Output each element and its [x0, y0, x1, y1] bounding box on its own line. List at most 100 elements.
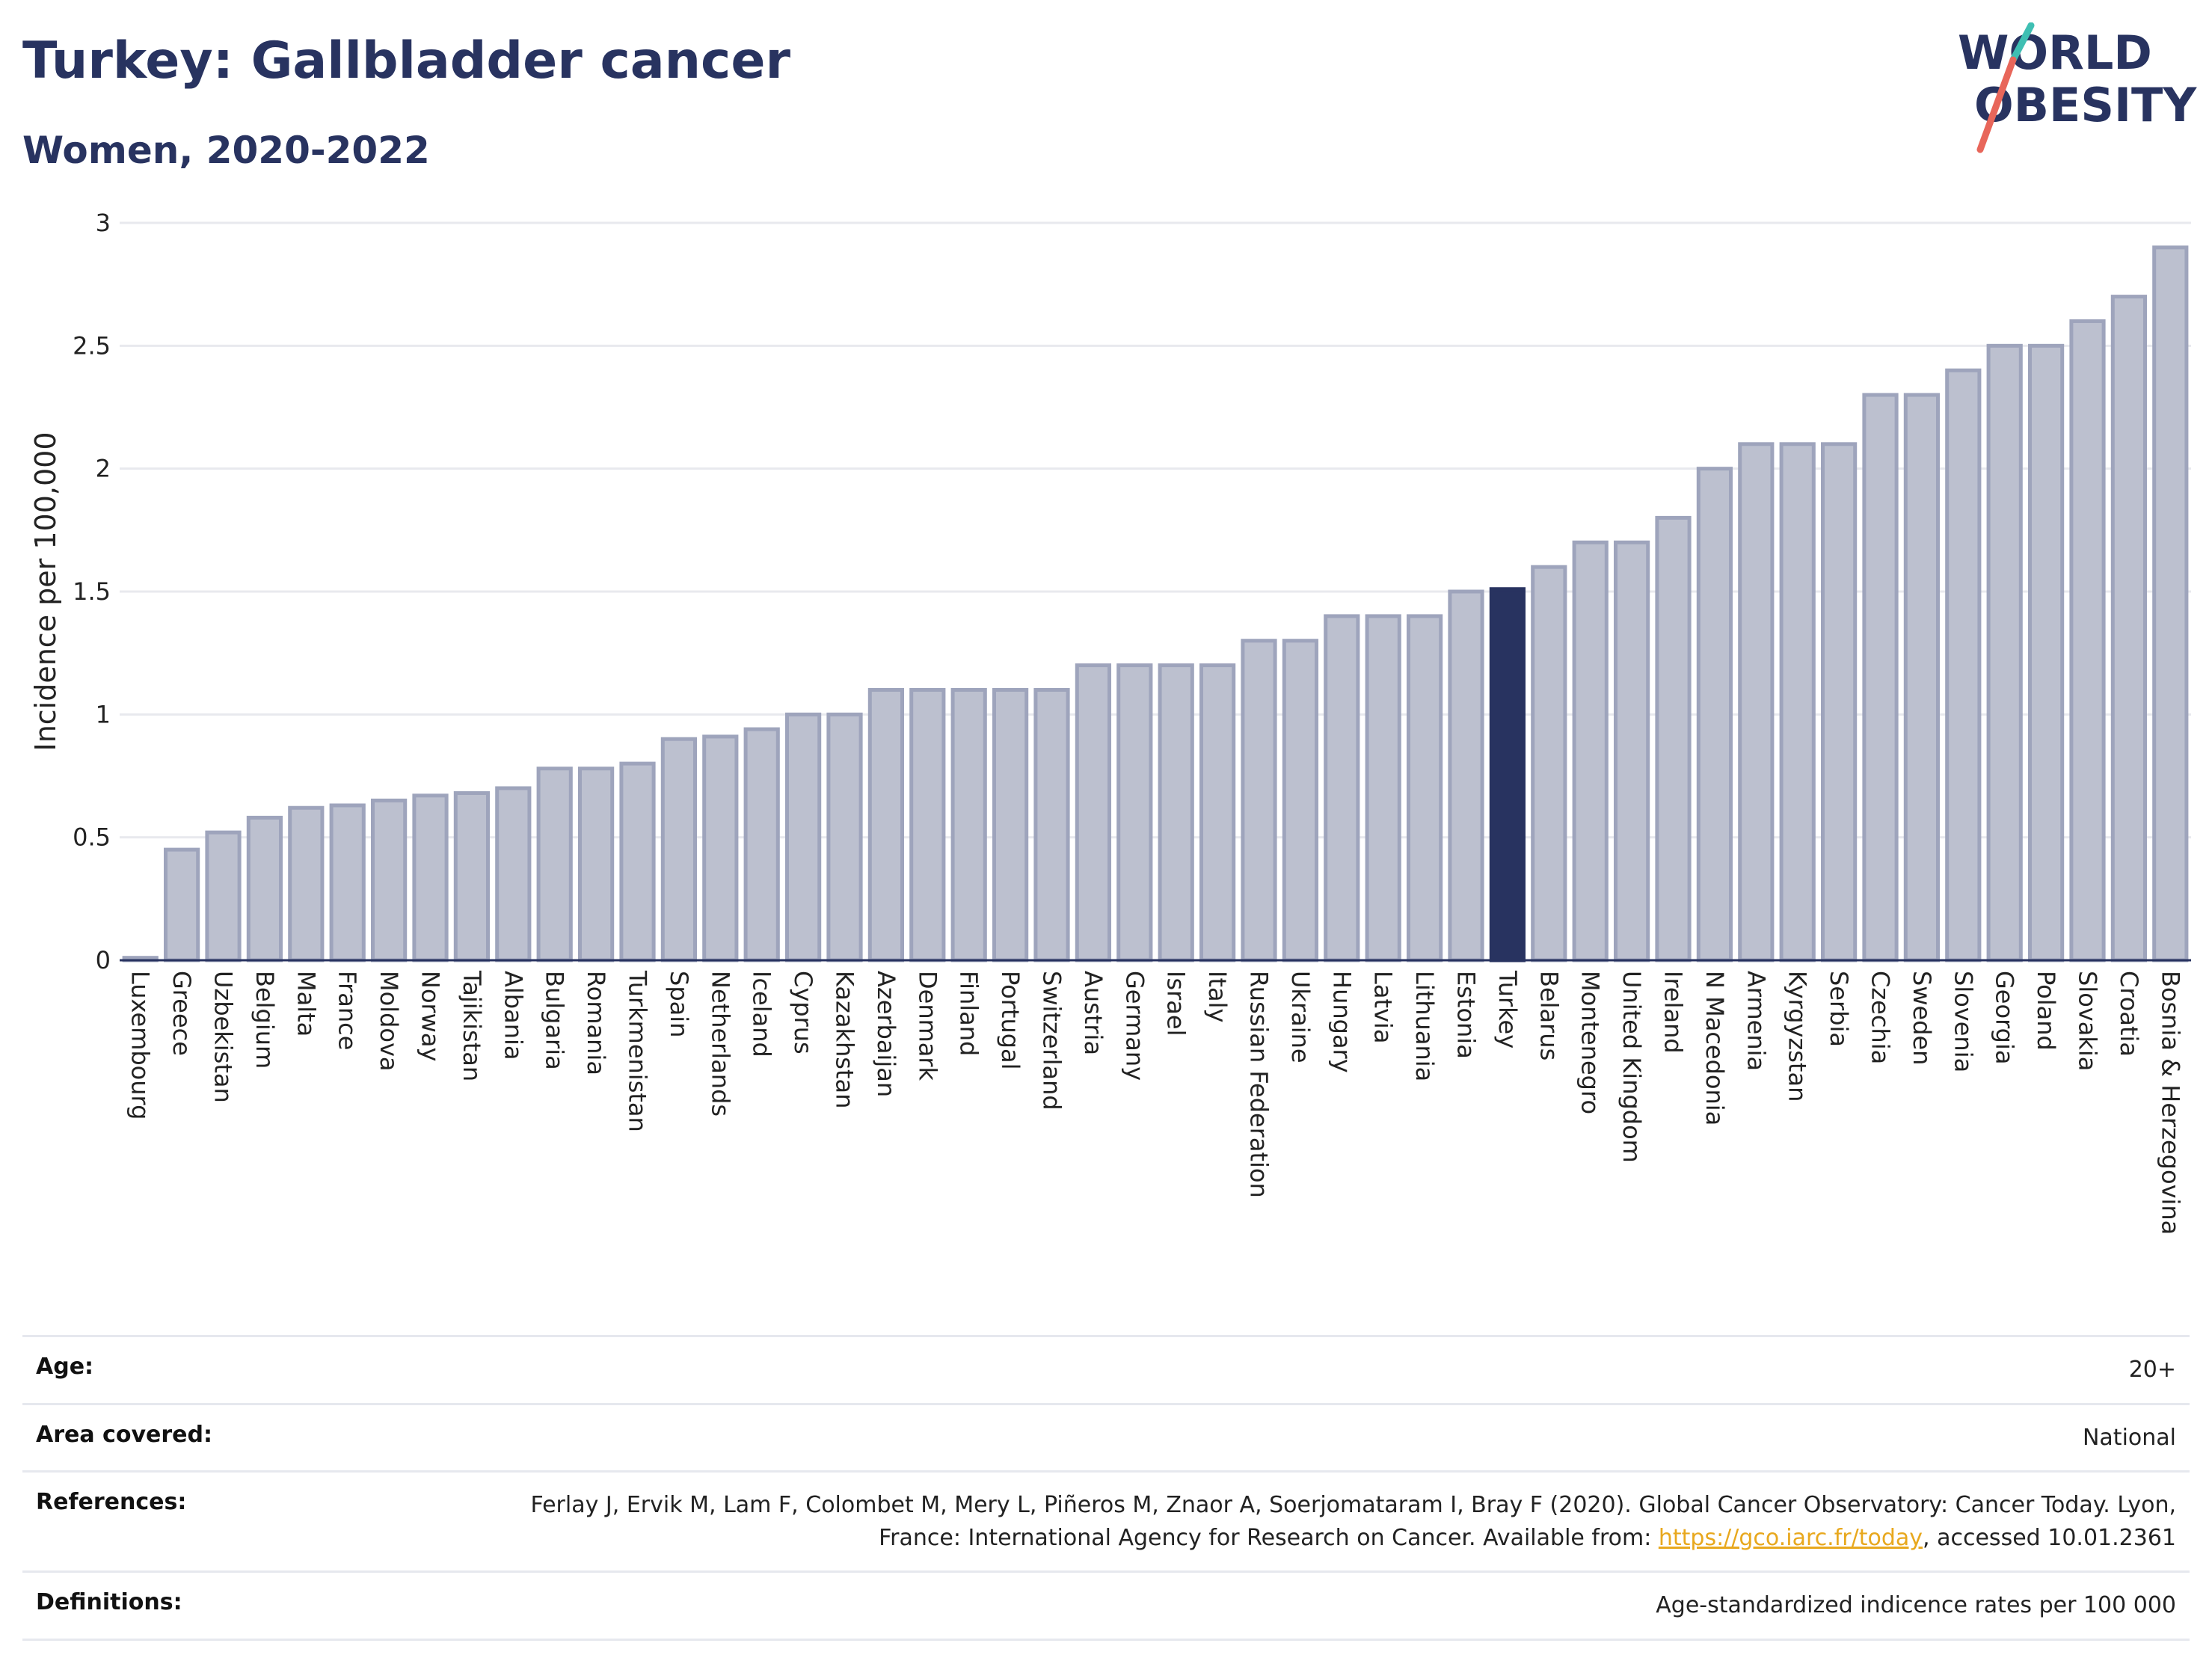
x-tick-label: Sweden — [1908, 971, 1936, 1065]
bar-germany — [1116, 663, 1153, 962]
bar-estonia — [1448, 589, 1484, 962]
x-tick-label: Switzerland — [1038, 971, 1066, 1111]
x-tick-label: Georgia — [1991, 971, 2019, 1064]
y-tick-label: 1 — [96, 700, 111, 728]
x-tick-label: Iceland — [748, 971, 776, 1057]
x-tick-label: Poland — [2032, 971, 2060, 1051]
x-tick-label: Bulgaria — [541, 971, 569, 1070]
bar-belgium — [246, 815, 283, 962]
x-tick-label: Croatia — [2115, 971, 2143, 1057]
x-tick-label: France — [334, 971, 362, 1050]
references-label: References: — [36, 1489, 187, 1515]
x-tick-label: Tajikistan — [458, 970, 486, 1081]
x-tick-label: Luxembourg — [126, 971, 155, 1120]
bar-russian-federation — [1241, 639, 1277, 962]
x-tick-label: Slovakia — [2074, 971, 2102, 1071]
x-tick-label: Kyrgyzstan — [1784, 971, 1812, 1102]
bar-slovenia — [1945, 368, 1982, 962]
x-tick-label: Israel — [1162, 971, 1191, 1036]
definitions-label: Definitions: — [36, 1589, 182, 1615]
bar-ireland — [1655, 515, 1692, 962]
x-tick-label: Moldova — [375, 971, 403, 1072]
x-tick-label: Malta — [292, 971, 320, 1037]
chart-title: Turkey: Gallbladder cancer — [22, 31, 791, 90]
world-obesity-logo: WORLD OBESITY — [1958, 22, 2197, 153]
bar-moldova — [370, 798, 408, 962]
x-tick-label: Kazakhstan — [831, 971, 859, 1108]
x-tick-label: Germany — [1120, 971, 1149, 1081]
bar-cyprus — [784, 712, 822, 962]
x-tick-label: Ireland — [1659, 971, 1688, 1054]
x-tick-label: Uzbekistan — [209, 971, 238, 1103]
bar-georgia — [1986, 343, 2023, 962]
logo-line2: OBESITY — [1974, 78, 2197, 132]
x-tick-label: Italy — [1203, 971, 1232, 1022]
x-tick-label: Russian Federation — [1245, 971, 1274, 1198]
area-label: Area covered: — [36, 1421, 212, 1448]
meta-row-area: Area covered: National — [22, 1402, 2190, 1471]
bar-croatia — [2110, 295, 2148, 962]
bar-turkey — [1489, 587, 1526, 962]
bar-albania — [495, 786, 532, 962]
bar-azerbaijan — [867, 687, 905, 962]
x-tick-label: Ukraine — [1286, 971, 1315, 1063]
bar-israel — [1158, 663, 1194, 962]
bar-slovakia — [2069, 319, 2106, 962]
y-tick-label: 0.5 — [73, 823, 111, 852]
bar-norway — [412, 793, 449, 962]
chart-subtitle: Women, 2020-2022 — [22, 129, 430, 172]
x-tick-label: Armenia — [1742, 971, 1770, 1071]
age-label: Age: — [36, 1354, 94, 1380]
bar-ukraine — [1282, 639, 1319, 962]
logo-line1: WORLD — [1958, 25, 2152, 80]
bar-bosnia-herzegovina — [2152, 245, 2189, 962]
y-tick-label: 2.5 — [73, 331, 111, 360]
bar-poland — [2027, 343, 2065, 962]
x-tick-label: Estonia — [1452, 971, 1481, 1059]
x-tick-label: Czechia — [1867, 971, 1895, 1064]
y-tick-label: 3 — [96, 209, 111, 237]
x-tick-label: Finland — [955, 971, 983, 1056]
x-tick-label: Albania — [499, 971, 527, 1060]
x-tick-label: Hungary — [1327, 971, 1356, 1073]
meta-row-age: Age: 20+ — [22, 1335, 2190, 1403]
x-tick-label: Belarus — [1534, 971, 1563, 1060]
x-tick-label: Bosnia & Herzegovina — [2156, 971, 2184, 1235]
x-tick-label: United Kingdom — [1617, 971, 1646, 1163]
x-tick-label: Norway — [417, 971, 445, 1061]
logo-slash-red — [1976, 56, 2017, 153]
bar-armenia — [1738, 442, 1775, 962]
x-tick-label: Netherlands — [706, 971, 734, 1117]
x-tick-label: Spain — [665, 971, 693, 1037]
bar-switzerland — [1033, 687, 1070, 962]
y-tick-label: 0 — [96, 946, 111, 974]
x-tick-label: Serbia — [1825, 971, 1853, 1047]
bar-lithuania — [1406, 614, 1443, 962]
x-tick-label: Azerbaijan — [872, 971, 900, 1097]
references-link[interactable]: https://gco.iarc.fr/today — [1658, 1524, 1923, 1551]
bar-portugal — [992, 687, 1029, 962]
area-value: National — [2082, 1424, 2176, 1451]
bar-romania — [577, 767, 615, 962]
bar-tajikistan — [453, 791, 491, 962]
x-tick-label: Lithuania — [1410, 971, 1439, 1081]
x-tick-label: N Macedonia — [1701, 971, 1729, 1126]
bar-serbia — [1820, 442, 1858, 962]
bar-italy — [1199, 663, 1236, 962]
bar-montenegro — [1572, 540, 1609, 962]
x-tick-label: Austria — [1079, 971, 1107, 1055]
references-value: Ferlay J, Ervik M, Lam F, Colombet M, Me… — [494, 1489, 2176, 1554]
y-tick-label: 2 — [96, 455, 111, 483]
bar-chart: 0 0.5 1 1.5 2 2.5 3 Incidence per 100,000 Luxemb… — [29, 209, 2191, 1235]
bar-czechia — [1862, 393, 1899, 962]
bar-turkmenistan — [619, 761, 656, 962]
references-text: Ferlay J, Ervik M, Lam F, Colombet M, Me… — [530, 1492, 2176, 1551]
bar-bulgaria — [536, 767, 573, 962]
bar-finland — [950, 687, 987, 962]
bar-france — [329, 803, 366, 962]
definitions-value: Age-standardized indicence rates per 100… — [1656, 1592, 2176, 1618]
bar-sweden — [1903, 393, 1941, 962]
x-tick-label: Belgium — [251, 971, 279, 1069]
x-tick-label: Montenegro — [1576, 971, 1605, 1114]
bar-latvia — [1365, 614, 1401, 962]
